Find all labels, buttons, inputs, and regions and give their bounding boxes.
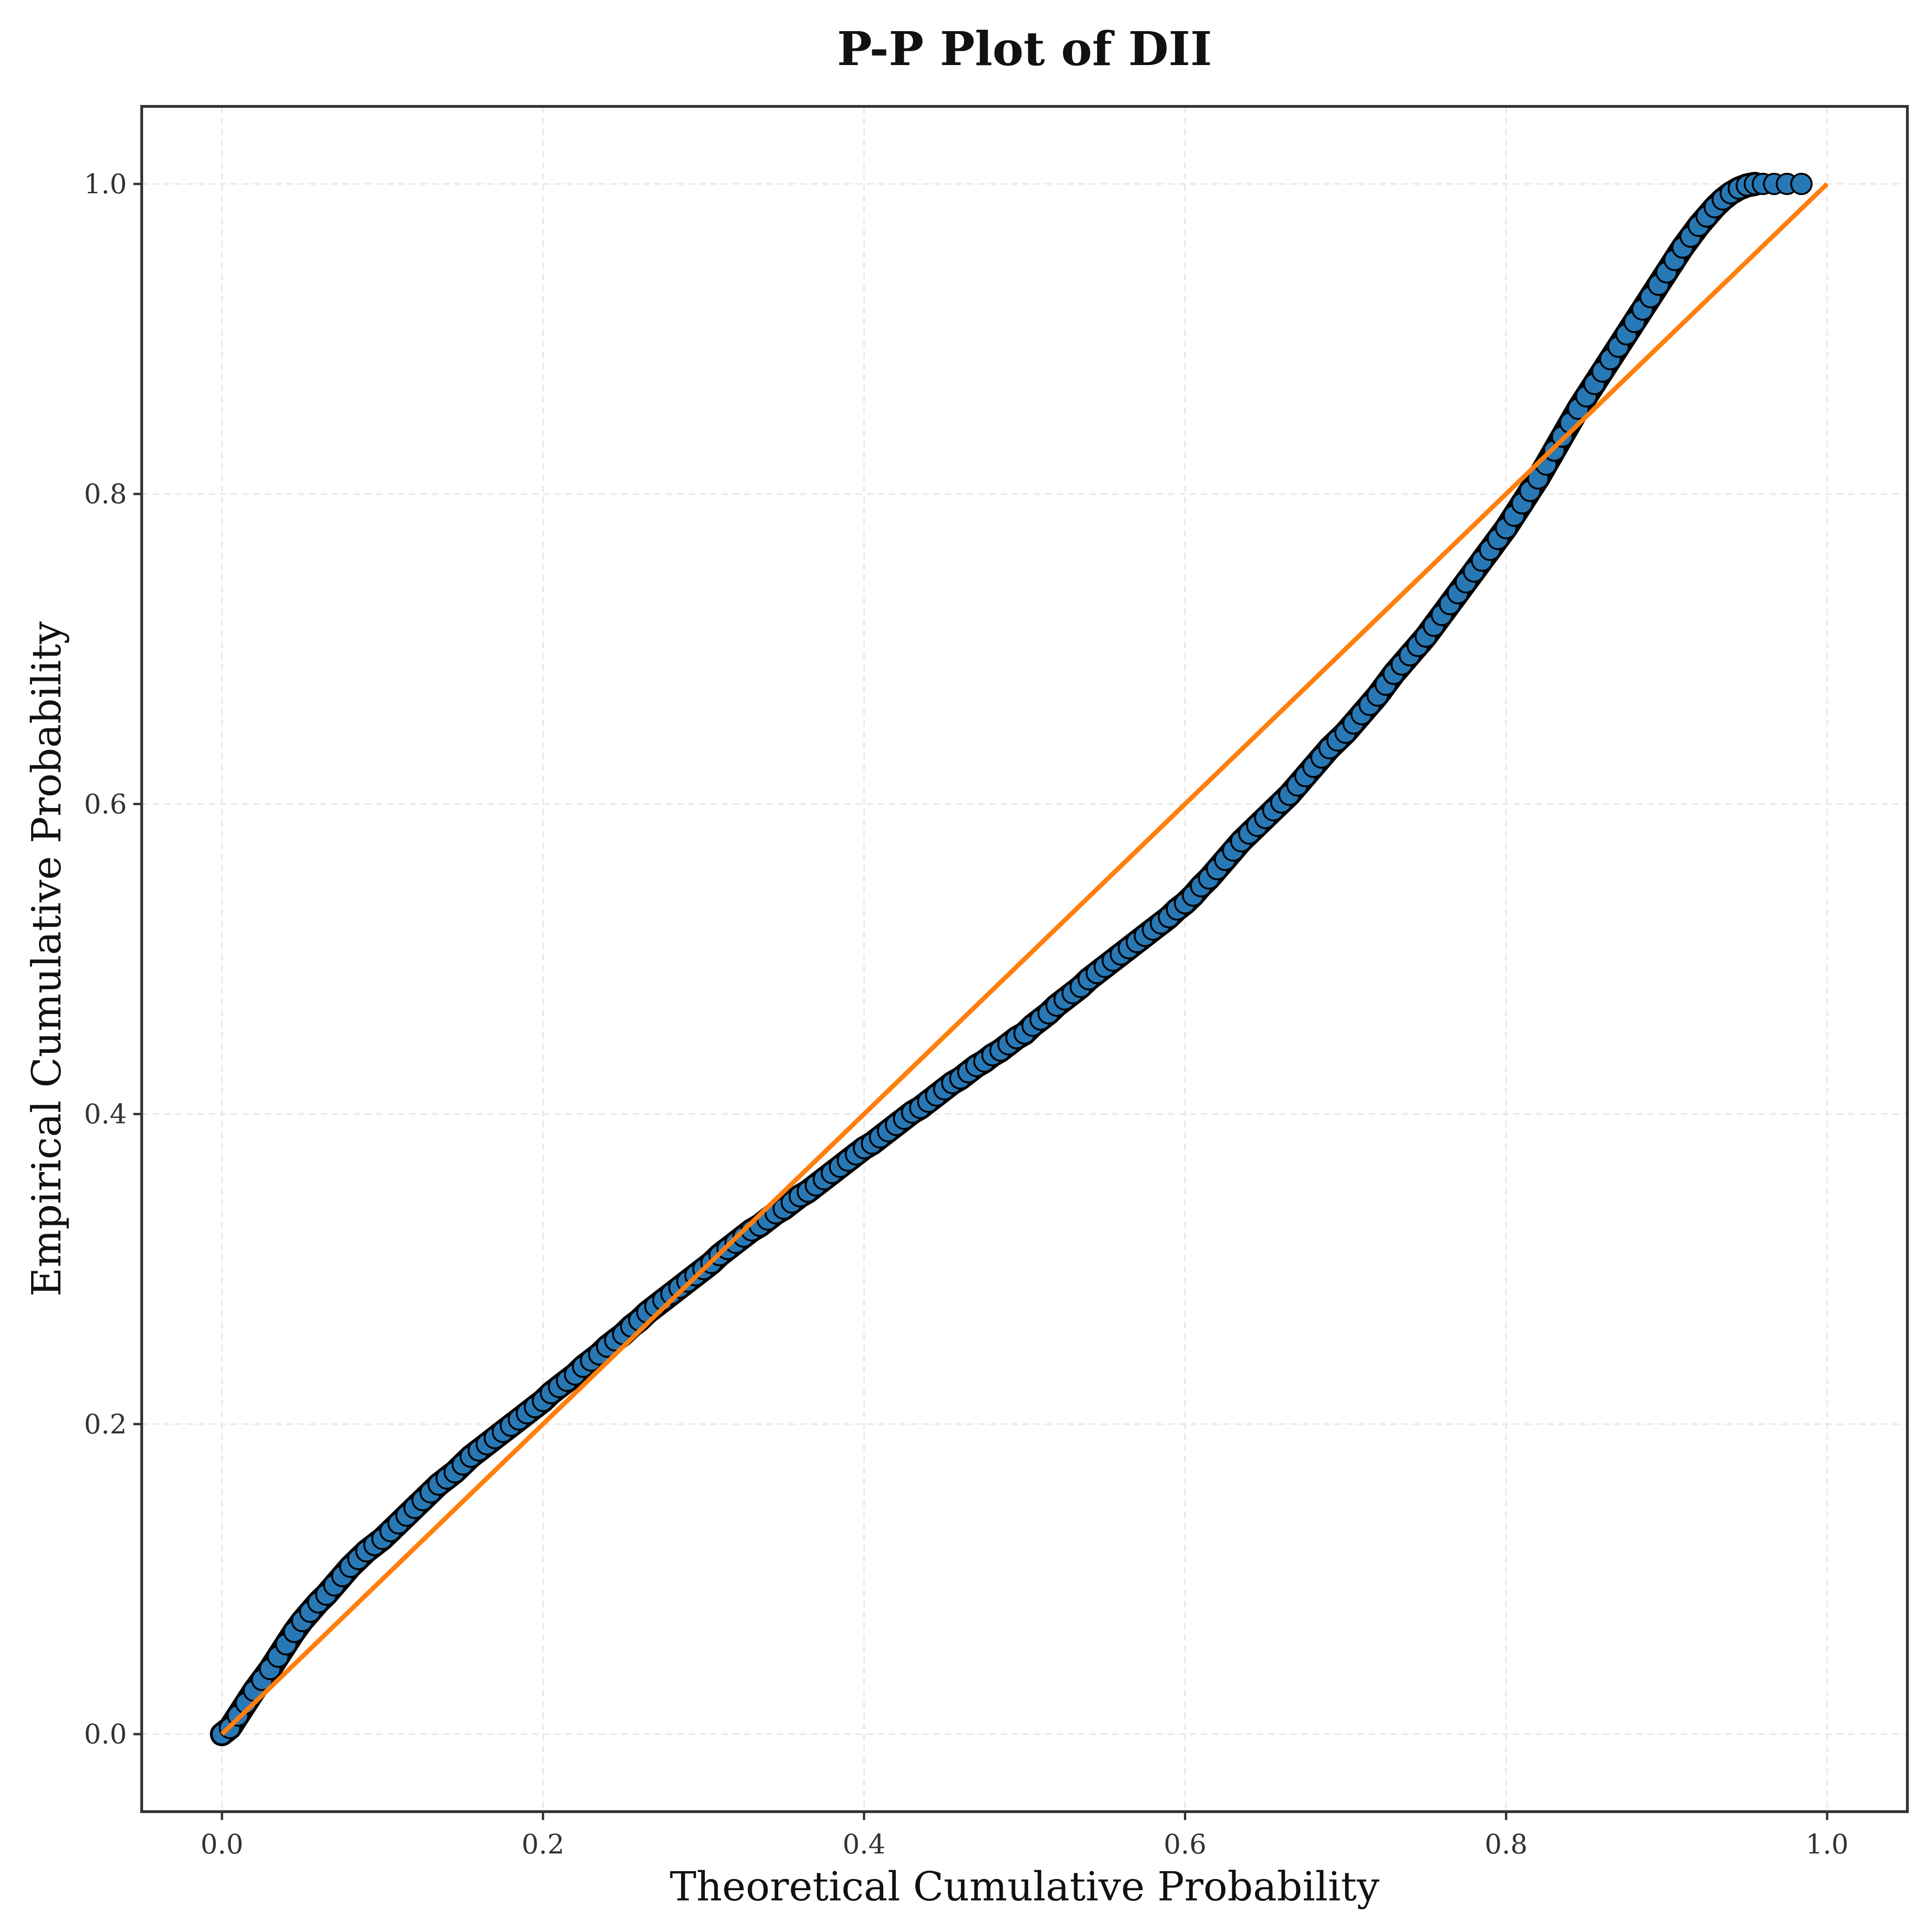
y-tick-label: 0.2: [84, 1408, 127, 1440]
plot-frame: [140, 105, 1909, 1813]
y-tick-label: 1.0: [84, 168, 127, 200]
grid-lines: [142, 106, 1907, 1812]
y-axis-ticks: 0.0 0.2 0.4 0.6 0.8 1.0: [84, 168, 142, 1750]
x-axis-ticks: 0.0 0.2 0.4 0.6 0.8 1.0: [201, 1812, 1848, 1860]
y-tick-label: 0.6: [84, 788, 127, 820]
x-tick-label: 0.4: [842, 1828, 885, 1860]
x-axis-label: Theoretical Cumulative Probability: [670, 1864, 1380, 1910]
y-tick-label: 0.0: [84, 1718, 127, 1750]
reference-line: [220, 182, 1829, 1736]
chart-title: P-P Plot of DII: [837, 21, 1212, 76]
scatter-dense-band: [210, 171, 1767, 1747]
y-axis-label: Empirical Cumulative Probability: [24, 621, 70, 1297]
y-tick-label: 0.4: [84, 1098, 127, 1130]
y-tick-label: 0.8: [84, 478, 127, 510]
x-tick-label: 0.6: [1163, 1828, 1206, 1860]
series-layer: [210, 171, 1829, 1747]
x-tick-label: 0.0: [201, 1828, 243, 1860]
x-tick-label: 1.0: [1806, 1828, 1848, 1860]
x-tick-label: 0.8: [1485, 1828, 1527, 1860]
scatter-point: [1790, 172, 1813, 195]
x-tick-label: 0.2: [522, 1828, 565, 1860]
